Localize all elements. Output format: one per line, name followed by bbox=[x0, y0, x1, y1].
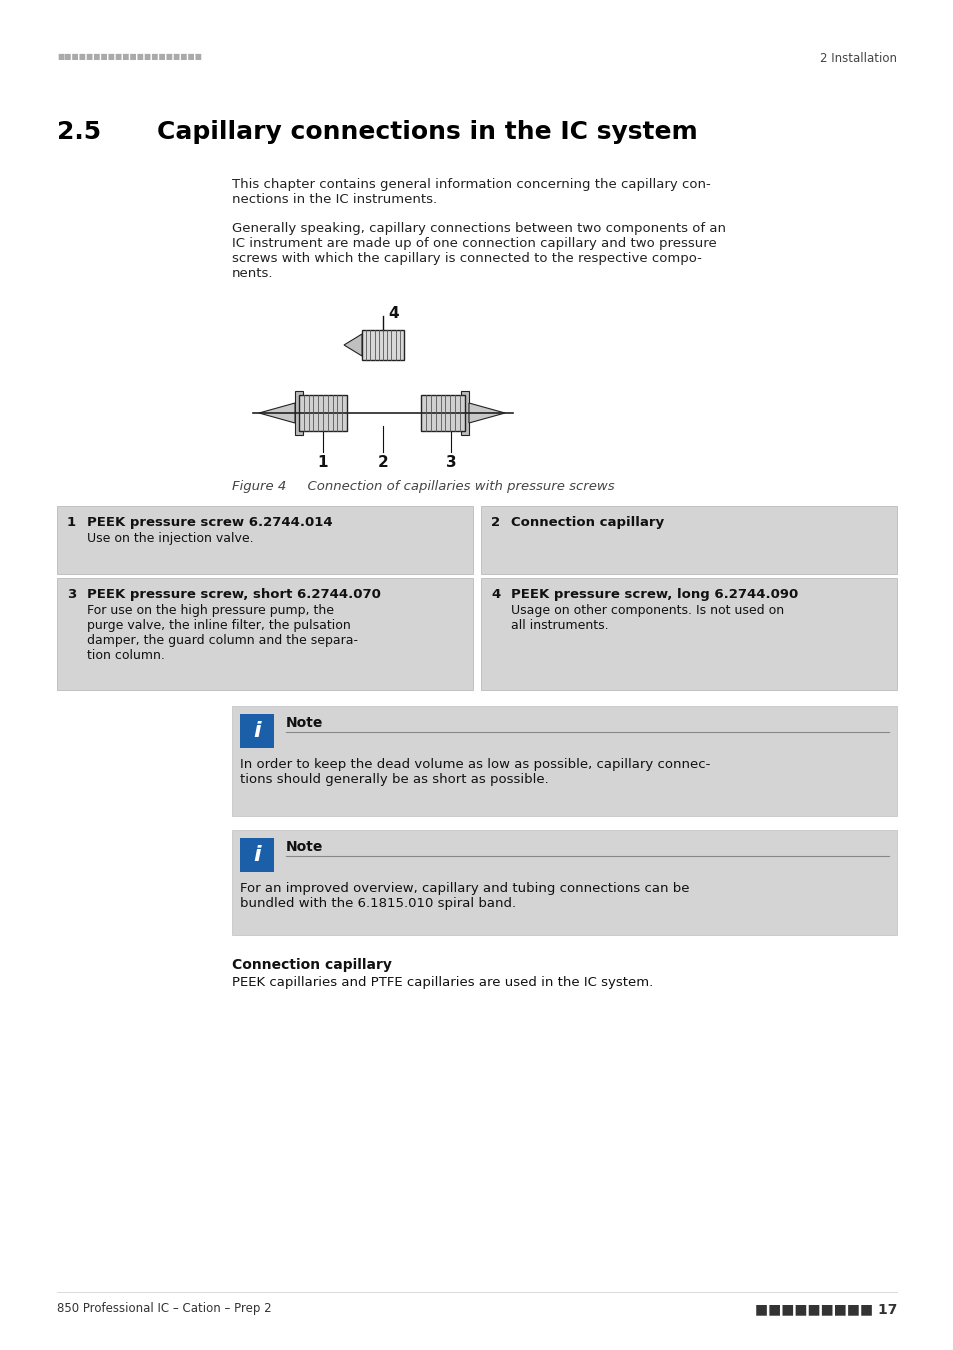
Text: Figure 4     Connection of capillaries with pressure screws: Figure 4 Connection of capillaries with … bbox=[232, 481, 614, 493]
FancyBboxPatch shape bbox=[232, 706, 896, 815]
Polygon shape bbox=[344, 333, 361, 356]
Text: This chapter contains general information concerning the capillary con-
nections: This chapter contains general informatio… bbox=[232, 178, 710, 207]
Text: Capillary connections in the IC system: Capillary connections in the IC system bbox=[157, 120, 697, 144]
Text: i: i bbox=[253, 721, 260, 741]
Text: For use on the high pressure pump, the
purge valve, the inline filter, the pulsa: For use on the high pressure pump, the p… bbox=[87, 603, 357, 662]
Text: Usage on other components. Is not used on
all instruments.: Usage on other components. Is not used o… bbox=[511, 603, 783, 632]
Bar bbox=[460, 392, 469, 435]
FancyBboxPatch shape bbox=[480, 578, 896, 690]
Text: Note: Note bbox=[286, 716, 323, 730]
FancyBboxPatch shape bbox=[480, 506, 896, 574]
Text: PEEK pressure screw, long 6.2744.090: PEEK pressure screw, long 6.2744.090 bbox=[511, 589, 798, 601]
Text: PEEK capillaries and PTFE capillaries are used in the IC system.: PEEK capillaries and PTFE capillaries ar… bbox=[232, 976, 653, 990]
Text: 3: 3 bbox=[67, 589, 76, 601]
Text: Connection capillary: Connection capillary bbox=[511, 516, 663, 529]
FancyBboxPatch shape bbox=[361, 329, 403, 360]
Text: 1: 1 bbox=[317, 455, 328, 470]
Bar bbox=[294, 392, 303, 435]
FancyBboxPatch shape bbox=[57, 506, 473, 574]
Text: PEEK pressure screw 6.2744.014: PEEK pressure screw 6.2744.014 bbox=[87, 516, 333, 529]
Text: 4: 4 bbox=[388, 306, 398, 321]
Text: Connection capillary: Connection capillary bbox=[232, 958, 392, 972]
FancyBboxPatch shape bbox=[298, 396, 347, 431]
Text: ■■■■■■■■■■■■■■■■■■■■: ■■■■■■■■■■■■■■■■■■■■ bbox=[57, 53, 202, 61]
Text: 2: 2 bbox=[491, 516, 499, 529]
Text: Note: Note bbox=[286, 840, 323, 855]
FancyBboxPatch shape bbox=[420, 396, 464, 431]
Polygon shape bbox=[258, 404, 294, 423]
Text: 2.5: 2.5 bbox=[57, 120, 101, 144]
Text: 1: 1 bbox=[67, 516, 76, 529]
Text: 2: 2 bbox=[377, 455, 388, 470]
FancyBboxPatch shape bbox=[57, 578, 473, 690]
Text: 3: 3 bbox=[445, 455, 456, 470]
Text: 2 Installation: 2 Installation bbox=[820, 53, 896, 65]
Text: 850 Professional IC – Cation – Prep 2: 850 Professional IC – Cation – Prep 2 bbox=[57, 1301, 272, 1315]
Text: PEEK pressure screw, short 6.2744.070: PEEK pressure screw, short 6.2744.070 bbox=[87, 589, 380, 601]
Text: 4: 4 bbox=[491, 589, 499, 601]
Text: Use on the injection valve.: Use on the injection valve. bbox=[87, 532, 253, 545]
FancyBboxPatch shape bbox=[232, 830, 896, 936]
Text: In order to keep the dead volume as low as possible, capillary connec-
tions sho: In order to keep the dead volume as low … bbox=[240, 757, 710, 786]
Polygon shape bbox=[469, 404, 504, 423]
FancyBboxPatch shape bbox=[240, 714, 274, 748]
Text: i: i bbox=[253, 845, 260, 865]
FancyBboxPatch shape bbox=[240, 838, 274, 872]
Text: Generally speaking, capillary connections between two components of an
IC instru: Generally speaking, capillary connection… bbox=[232, 221, 725, 279]
Text: For an improved overview, capillary and tubing connections can be
bundled with t: For an improved overview, capillary and … bbox=[240, 882, 689, 910]
Text: ■■■■■■■■■ 17: ■■■■■■■■■ 17 bbox=[754, 1301, 896, 1316]
